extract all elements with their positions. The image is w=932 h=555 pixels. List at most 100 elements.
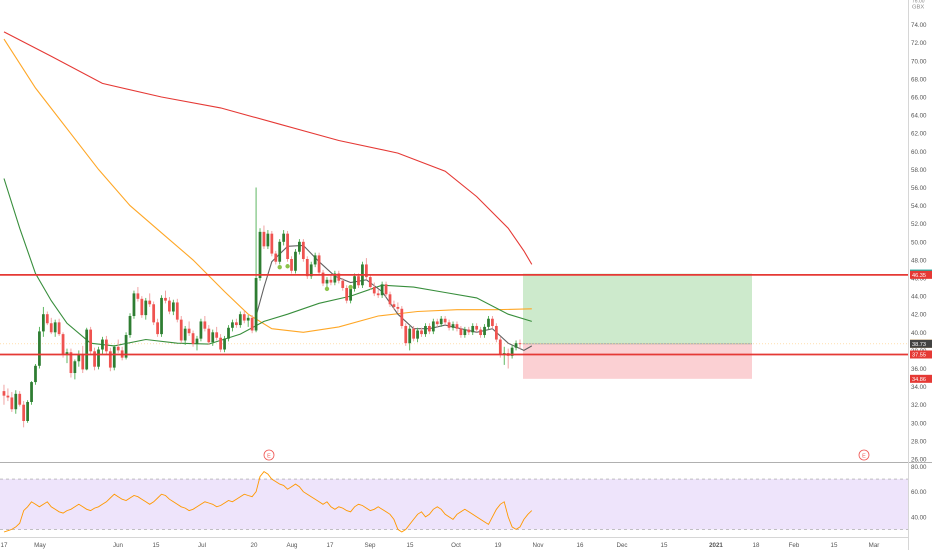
candle: [368, 274, 372, 290]
candle: [215, 326, 219, 341]
candle: [487, 316, 490, 330]
candle: [38, 326, 41, 369]
price-badge-bg: [910, 350, 932, 359]
candle: [258, 228, 262, 281]
candle-body: [10, 397, 14, 410]
candle: [136, 287, 140, 302]
time-tick-label: 15: [153, 542, 160, 549]
price-tick-label: 60.00: [911, 149, 927, 156]
candle: [459, 325, 463, 338]
price-tick-label: 30.00: [911, 420, 927, 427]
take-profit-zone: [522, 273, 752, 344]
candle-body: [30, 382, 33, 402]
candle-body: [57, 322, 61, 335]
candle-body: [238, 314, 242, 326]
time-tick-label: May: [34, 542, 47, 549]
candle: [238, 311, 242, 328]
time-tick-label: 15: [831, 542, 838, 549]
candle: [262, 225, 266, 250]
price-badge-text: 34.86: [912, 377, 926, 383]
candle-body: [309, 264, 313, 277]
price-badge-3: 38.73: [910, 339, 932, 348]
candle-body: [341, 280, 345, 288]
event-label: E: [862, 453, 866, 459]
candle-body: [187, 328, 191, 334]
rsi-tick-label: 80.00: [911, 464, 927, 471]
candle: [120, 346, 124, 361]
price-badge-5: 34.86: [910, 374, 932, 383]
candle-body: [483, 326, 486, 336]
candle: [298, 239, 301, 255]
price-tick-label: 44.00: [911, 294, 927, 301]
candle-body: [475, 325, 479, 330]
candle: [372, 282, 376, 297]
candle: [183, 325, 187, 345]
earnings-event-marker[interactable]: E: [858, 449, 870, 461]
candle-body: [108, 351, 112, 368]
candle: [317, 252, 321, 276]
candle: [424, 323, 427, 337]
candle-body: [467, 329, 471, 333]
candle: [108, 347, 112, 372]
candle-body: [112, 346, 116, 368]
candle-body: [274, 253, 278, 262]
candle-body: [203, 321, 207, 329]
candle-body: [301, 241, 305, 260]
candle: [93, 347, 96, 371]
candle-body: [270, 233, 274, 254]
candle: [152, 301, 156, 326]
candle: [357, 273, 360, 288]
candle-body: [199, 321, 203, 339]
earnings-event-marker[interactable]: E: [263, 449, 275, 461]
candle-body: [491, 318, 494, 326]
candle: [333, 270, 337, 286]
candle-body: [132, 293, 136, 317]
candle-body: [160, 297, 163, 335]
candle: [392, 300, 396, 310]
candle: [270, 230, 274, 257]
candle-body: [101, 339, 104, 350]
price-badge-bg: [910, 270, 932, 279]
candle-body: [278, 241, 282, 262]
candle: [494, 323, 498, 343]
candle: [471, 323, 475, 336]
candle: [164, 290, 167, 304]
candle: [510, 344, 514, 359]
candle-body: [439, 318, 443, 325]
moving-average-line-0: [3, 31, 533, 265]
candle: [45, 311, 49, 326]
time-tick-label: Dec: [616, 542, 627, 549]
candle: [234, 318, 238, 328]
price-tick-label: 50.00: [911, 239, 927, 246]
candle: [34, 363, 37, 385]
candle: [6, 388, 10, 402]
candle: [14, 390, 18, 414]
candle-body: [234, 322, 238, 326]
candle: [250, 315, 254, 334]
candle-body: [494, 325, 498, 340]
candle-body: [195, 338, 199, 345]
price-tick-label: 36.00: [911, 366, 927, 373]
candle-body: [156, 322, 159, 335]
candle-body: [171, 302, 175, 312]
candle: [242, 310, 246, 324]
price-tick-label: 54.00: [911, 203, 927, 210]
candle: [341, 278, 345, 291]
candle-body: [416, 330, 419, 339]
candle-body: [286, 233, 289, 260]
candle-body: [14, 393, 18, 410]
candle-body: [345, 287, 349, 301]
candle-body: [183, 328, 187, 341]
candle-body: [353, 276, 356, 289]
candle: [191, 330, 195, 347]
candle-body: [498, 339, 502, 355]
candle-body: [144, 300, 148, 316]
candle-body: [168, 300, 171, 312]
candle-body: [69, 352, 73, 374]
candle-body: [231, 322, 234, 328]
candle-body: [215, 332, 219, 338]
candle-body: [18, 393, 22, 405]
time-tick-label: Oct: [451, 542, 461, 549]
